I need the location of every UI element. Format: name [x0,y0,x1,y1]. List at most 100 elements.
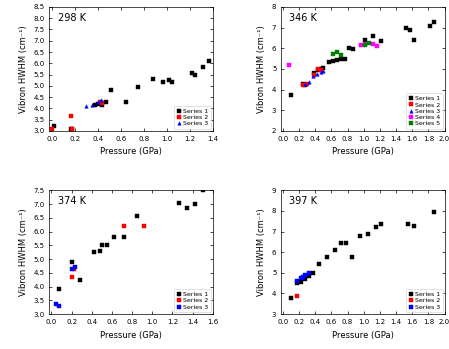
Series 1 [349,255,354,259]
Series 1 [431,20,437,24]
Series 2 [121,224,127,228]
Series 3 [84,104,89,108]
Series 1 [294,281,299,285]
Line: Series 3: Series 3 [303,69,325,86]
Series 1 [311,71,316,75]
Series 1 [427,23,433,28]
Series 1 [99,243,105,247]
Series 1 [70,126,75,131]
Series 1 [193,73,198,77]
Text: 397 K: 397 K [290,196,317,207]
X-axis label: Pressure (GPa): Pressure (GPa) [100,147,162,156]
Series 1 [100,103,105,107]
Series 1 [288,92,294,97]
Series 1 [357,233,362,238]
Series 1 [411,224,417,229]
Series 1 [134,214,140,218]
Line: Series 1: Series 1 [289,210,436,299]
Line: Series 1: Series 1 [52,60,211,130]
Series 1 [347,46,352,50]
Series 3 [69,267,74,271]
Y-axis label: Vibron HWHM (cm⁻¹): Vibron HWHM (cm⁻¹) [257,25,266,113]
X-axis label: Pressure (GPa): Pressure (GPa) [332,147,394,156]
Series 5 [335,50,340,54]
Series 1 [57,287,62,291]
Series 1 [339,241,344,245]
Y-axis label: Vibron HWHM (cm⁻¹): Vibron HWHM (cm⁻¹) [19,208,28,296]
Series 1 [189,71,195,75]
Series 2 [70,126,75,131]
X-axis label: Pressure (GPa): Pressure (GPa) [100,331,162,340]
Legend: Series 1, Series 2, Series 3: Series 1, Series 2, Series 3 [405,289,443,312]
Series 1 [200,188,205,192]
Series 1 [69,260,74,264]
Series 1 [91,250,97,254]
Series 1 [321,66,326,70]
Series 1 [103,99,108,104]
Series 1 [330,59,336,63]
Series 3 [300,275,306,279]
Series 2 [316,67,321,71]
Series 3 [72,265,77,269]
Series 3 [321,69,326,73]
Series 1 [371,34,376,38]
Series 4 [371,42,376,46]
Series 2 [318,68,324,72]
Series 3 [89,103,95,107]
Series 4 [286,63,292,67]
Series 1 [326,60,332,64]
Legend: Series 1, Series 2, Series 3, Series 4, Series 5: Series 1, Series 2, Series 3, Series 4, … [405,93,443,129]
Line: Series 1: Series 1 [58,188,204,291]
Series 1 [95,102,101,106]
Line: Series 2: Series 2 [50,100,104,130]
Series 3 [306,271,312,275]
Line: Series 3: Series 3 [296,271,310,283]
Series 3 [318,70,324,74]
Series 4 [359,43,364,47]
Series 1 [365,231,370,236]
Series 1 [124,99,129,104]
Series 1 [300,82,306,87]
Series 1 [317,261,322,266]
Series 2 [311,73,316,77]
Series 2 [304,82,310,87]
Series 1 [379,222,384,227]
Series 5 [330,52,336,57]
Series 1 [298,280,304,284]
Series 2 [300,83,306,88]
Series 3 [295,279,300,283]
Series 3 [306,80,312,84]
Series 1 [343,241,348,245]
Series 1 [150,77,155,81]
Line: Series 1: Series 1 [289,21,436,96]
Series 1 [166,78,172,82]
Series 1 [351,47,356,51]
Series 3 [95,99,101,104]
Series 1 [315,68,320,72]
Series 1 [201,65,206,69]
Series 5 [367,41,372,45]
Series 1 [192,202,197,206]
Series 1 [111,235,117,239]
Series 1 [177,201,182,205]
Series 2 [97,99,103,104]
Series 1 [288,296,294,300]
Series 2 [69,114,74,118]
Line: Series 2: Series 2 [301,67,322,87]
Series 5 [363,43,368,47]
Series 1 [97,249,102,253]
Legend: Series 1, Series 2, Series 3: Series 1, Series 2, Series 3 [174,106,211,129]
Series 1 [302,83,308,88]
Series 5 [339,53,344,58]
Series 1 [318,67,324,71]
Series 2 [71,267,76,271]
Series 1 [335,58,340,62]
Series 1 [161,80,166,84]
Series 1 [170,80,175,84]
Line: Series 5: Series 5 [331,42,371,57]
Series 1 [135,85,141,89]
Series 1 [343,57,348,61]
Series 1 [121,235,127,239]
Series 1 [306,274,312,278]
Series 1 [98,101,104,105]
